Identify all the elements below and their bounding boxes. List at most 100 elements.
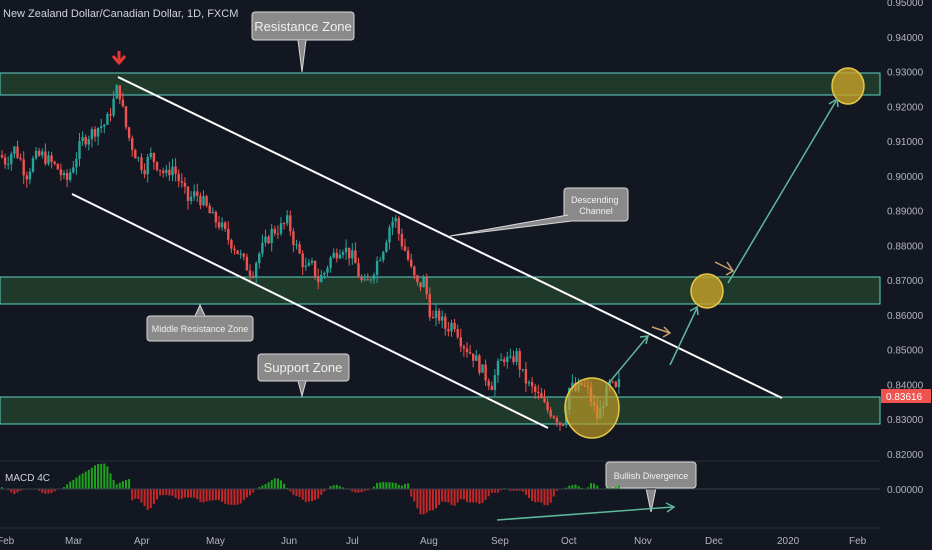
- macd-bar: [481, 489, 484, 503]
- candle-body: [369, 279, 373, 281]
- price-axis[interactable]: 0.95000 0.94000 0.93000 0.92000 0.91000 0.900…: [887, 0, 924, 461]
- candle-body: [7, 163, 10, 165]
- time-tick-label: Aug: [420, 536, 438, 547]
- callout-middle[interactable]: Middle Resistance Zone: [146, 303, 254, 342]
- macd-bar: [227, 489, 230, 505]
- macd-bar: [438, 489, 441, 505]
- candle-body: [453, 322, 456, 330]
- macd-bar: [351, 489, 354, 492]
- callout-divergence[interactable]: Bullish Divergence: [605, 461, 697, 513]
- candle-body: [168, 169, 171, 176]
- candle-body: [546, 402, 549, 411]
- candle-body: [233, 248, 236, 251]
- macd-bar: [590, 483, 592, 489]
- time-axis[interactable]: Feb Mar Apr May Jun Jul Aug Sep Oct Nov Dec 2020 Feb: [0, 536, 867, 547]
- candle-body: [509, 356, 512, 358]
- macd-bar: [276, 478, 279, 489]
- candle-body: [177, 173, 180, 182]
- candle-body: [180, 181, 183, 183]
- candle-body: [304, 265, 307, 268]
- candle-body: [434, 310, 438, 319]
- candle-body: [530, 381, 534, 387]
- projection-leg-1[interactable]: [607, 336, 648, 385]
- macd-bar: [44, 489, 47, 494]
- support-zone[interactable]: [0, 396, 881, 425]
- callout-channel-label: Descending Channel: [571, 195, 621, 216]
- candle-body: [534, 386, 537, 392]
- candle-body: [487, 380, 490, 386]
- channel-lower-line[interactable]: [71, 193, 549, 429]
- middle-resistance-zone[interactable]: [0, 276, 881, 305]
- macd-bar: [121, 481, 124, 489]
- macd-bar: [425, 489, 428, 513]
- candle-body: [149, 153, 152, 157]
- candle-body: [320, 274, 323, 283]
- macd-bar: [354, 489, 357, 493]
- macd-bar: [565, 487, 568, 489]
- candle-body: [131, 138, 134, 150]
- candle-body: [155, 162, 159, 170]
- candle-body: [103, 124, 106, 127]
- candle-body: [571, 382, 574, 388]
- callout-support[interactable]: Support Zone: [257, 353, 350, 398]
- highlight-middle-circle[interactable]: [690, 273, 724, 309]
- macd-bar: [38, 489, 41, 491]
- macd-bar: [543, 489, 546, 505]
- candle-body: [375, 260, 379, 275]
- macd-bar: [109, 473, 112, 489]
- macd-bar: [518, 489, 521, 491]
- macd-bar: [617, 485, 620, 489]
- divergence-line[interactable]: [496, 506, 674, 521]
- macd-bar: [385, 482, 388, 489]
- candle-body: [552, 416, 555, 418]
- candle-body: [65, 172, 69, 180]
- macd-bar: [63, 487, 65, 489]
- candle-body: [465, 348, 469, 353]
- candle-body: [382, 251, 385, 260]
- macd-bar: [531, 489, 534, 501]
- candle-body: [543, 398, 546, 403]
- macd-bar: [140, 489, 143, 503]
- pullback-arrow-2[interactable]: [714, 261, 735, 276]
- candle-body: [220, 222, 224, 228]
- candle-body: [165, 169, 168, 174]
- macd-bar: [596, 485, 599, 489]
- candle-body: [338, 254, 342, 259]
- candle-body: [19, 157, 22, 160]
- candle-body: [295, 244, 298, 246]
- macd-bar: [146, 489, 149, 511]
- macd-bar: [577, 486, 580, 489]
- macd-bar: [72, 479, 75, 489]
- macd-bar: [224, 489, 227, 504]
- channel-upper-line[interactable]: [117, 76, 783, 399]
- callout-resistance[interactable]: Resistance Zone: [251, 11, 355, 73]
- candle-body: [199, 195, 202, 206]
- macd-bar: [373, 486, 375, 489]
- projection-leg-3[interactable]: [727, 100, 837, 284]
- projection-leg-2[interactable]: [669, 307, 698, 366]
- macd-bar: [292, 489, 295, 495]
- macd-bar: [249, 489, 251, 496]
- macd-bar: [143, 489, 146, 507]
- candle-body: [230, 239, 233, 249]
- highlight-resistance-circle[interactable]: [831, 67, 865, 105]
- macd-bar: [245, 489, 248, 498]
- candle-body: [298, 244, 301, 254]
- candle-body: [84, 137, 87, 145]
- callout-channel[interactable]: Descending Channel: [449, 187, 629, 237]
- candle-body: [323, 272, 326, 275]
- candle-body: [499, 359, 503, 361]
- macd-bar: [459, 489, 462, 500]
- price-tick-label: 0.86000: [887, 311, 924, 322]
- price-tag: 0.83616: [881, 389, 931, 403]
- pullback-arrow-1[interactable]: [651, 326, 672, 338]
- resistance-zone[interactable]: [0, 72, 881, 96]
- macd-bar: [162, 489, 165, 496]
- macd-bar: [233, 489, 236, 505]
- macd-bar: [202, 489, 205, 503]
- candle-body: [329, 257, 332, 268]
- macd-bar: [149, 489, 152, 508]
- highlight-support-circle[interactable]: [564, 377, 620, 439]
- macd-bar: [301, 489, 304, 500]
